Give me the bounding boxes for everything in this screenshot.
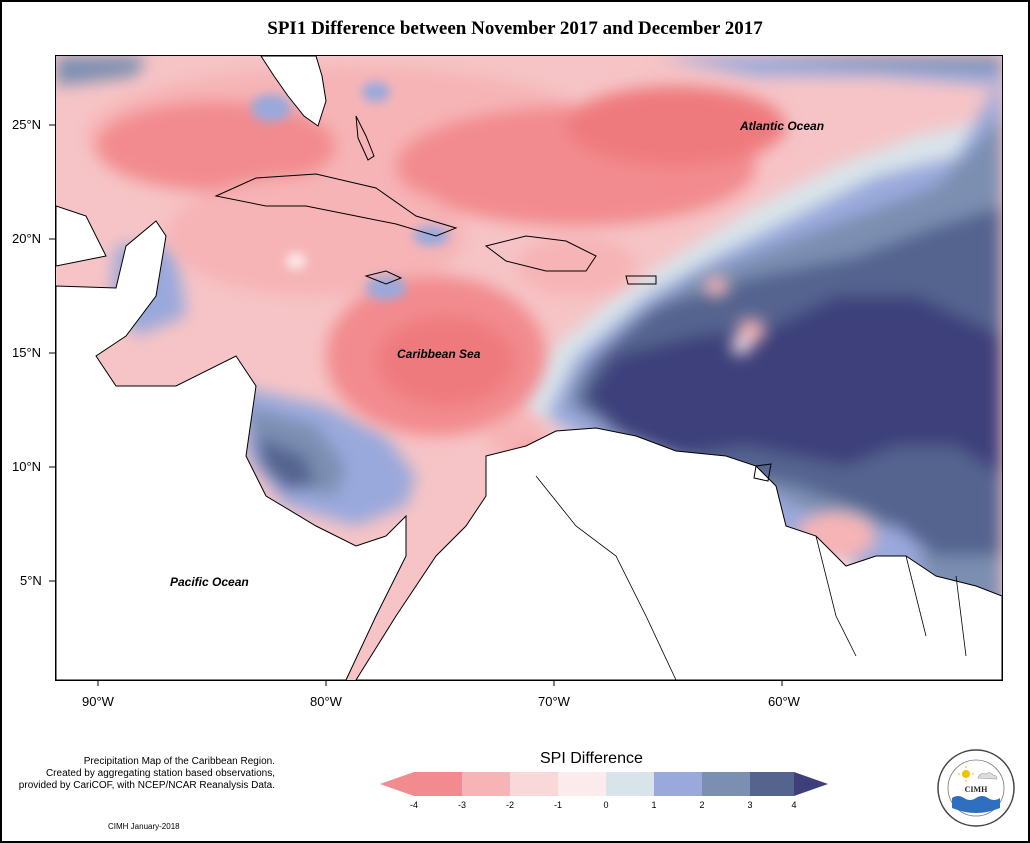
legend-tick-4: -1	[553, 800, 562, 810]
local-positive-spots	[251, 82, 449, 300]
mexico-outline	[56, 205, 107, 267]
puerto-rico-outline	[625, 275, 657, 285]
map-title: SPI1 Difference between November 2017 an…	[267, 18, 763, 39]
cimh-logo: CIMH	[937, 749, 1015, 827]
caribbean-sea-label: Caribbean Sea	[397, 347, 481, 361]
lon-tick-60: 60°W	[768, 694, 800, 709]
cuba-outline	[214, 173, 458, 237]
lon-tick-70: 70°W	[538, 694, 570, 709]
legend-tick-2: -3	[457, 800, 466, 810]
lon-tick-90: 90°W	[82, 694, 114, 709]
legend-swatch-2	[462, 772, 510, 796]
legend-tick-8: 3	[747, 800, 753, 810]
footer-line-1: Precipitation Map of the Caribbean Regio…	[83, 756, 275, 767]
south-america-outline	[355, 427, 1002, 680]
logo-text: CIMH	[965, 785, 988, 794]
florida-outline	[260, 56, 327, 127]
legend-swatch-6	[654, 772, 702, 796]
legend-tick-9: 4	[791, 800, 797, 810]
atlantic-ocean-label: Atlantic Ocean	[740, 119, 825, 133]
legend-swatch-1	[414, 772, 462, 796]
legend-swatch-8	[750, 772, 794, 796]
lat-tick-5: 5°N	[20, 573, 42, 588]
legend-tick-1: -4	[409, 800, 418, 810]
map-panel	[55, 55, 1003, 681]
legend-swatch-3	[510, 772, 558, 796]
trinidad-outline	[753, 463, 772, 482]
footer-line-2: Created by aggregating station based obs…	[45, 768, 275, 779]
central-america-outline	[56, 220, 407, 680]
color-legend-bar	[380, 772, 828, 796]
legend-swatch-7	[702, 772, 750, 796]
legend-swatch-5	[606, 772, 654, 796]
legend-arrow-left	[380, 772, 414, 796]
spi-difference-map	[56, 56, 1002, 680]
hispaniola-outline	[484, 235, 597, 272]
land-outlines	[56, 56, 1002, 680]
jamaica-outline	[364, 270, 403, 285]
sun-icon	[962, 770, 970, 778]
water-icon	[952, 796, 1000, 813]
lat-tick-25: 25°N	[12, 117, 42, 132]
lat-tick-15: 15°N	[12, 345, 42, 360]
lat-tick-10: 10°N	[12, 459, 42, 474]
footer-line-3: provided by CariCOF, with NCEP/NCAR Rean…	[18, 780, 275, 791]
lat-tick-20: 20°N	[12, 231, 42, 246]
legend-tick-3: -2	[505, 800, 514, 810]
legend-tick-5: 0	[603, 800, 609, 810]
legend-tick-7: 2	[699, 800, 705, 810]
footer-note: Precipitation Map of the Caribbean Regio…	[10, 756, 275, 792]
cloud-icon	[977, 772, 998, 780]
pacific-ocean-label: Pacific Ocean	[170, 575, 249, 589]
lon-tick-80: 80°W	[310, 694, 342, 709]
legend-tick-6: 1	[651, 800, 657, 810]
credit-text: CIMH January-2018	[108, 822, 180, 831]
country-borders	[535, 475, 967, 680]
legend-swatch-4	[558, 772, 606, 796]
bahamas-outline	[355, 115, 375, 161]
legend-title: SPI Difference	[540, 750, 643, 767]
negative-anomaly-field	[86, 66, 876, 666]
legend-arrow-right	[794, 772, 828, 796]
